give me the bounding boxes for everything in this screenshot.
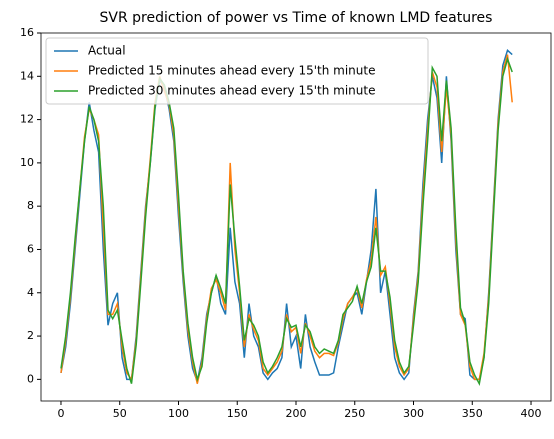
x-tick-label: 100 [168, 407, 189, 420]
y-tick-label: 12 [20, 113, 34, 126]
x-tick-label: 400 [521, 407, 542, 420]
x-tick-label: 150 [227, 407, 248, 420]
x-tick-label: 200 [286, 407, 307, 420]
x-tick-label: 0 [57, 407, 64, 420]
y-tick-label: 2 [27, 329, 34, 342]
x-tick-label: 250 [344, 407, 365, 420]
x-tick-label: 50 [113, 407, 127, 420]
y-tick-label: 6 [27, 242, 34, 255]
y-tick-label: 4 [27, 286, 34, 299]
legend-label: Predicted 30 minutes ahead every 15'th m… [88, 84, 375, 98]
legend-label: Predicted 15 minutes ahead every 15'th m… [88, 64, 375, 78]
x-tick-label: 300 [403, 407, 424, 420]
y-tick-label: 14 [20, 69, 34, 82]
y-tick-label: 10 [20, 156, 34, 169]
chart-title: SVR prediction of power vs Time of known… [100, 10, 493, 26]
y-tick-label: 8 [27, 199, 34, 212]
y-tick-label: 16 [20, 26, 34, 39]
x-tick-label: 350 [462, 407, 483, 420]
legend-label: Actual [88, 44, 126, 58]
line-series [60, 56, 513, 386]
y-tick-label: 0 [27, 372, 34, 385]
legend-box [45, 37, 429, 105]
